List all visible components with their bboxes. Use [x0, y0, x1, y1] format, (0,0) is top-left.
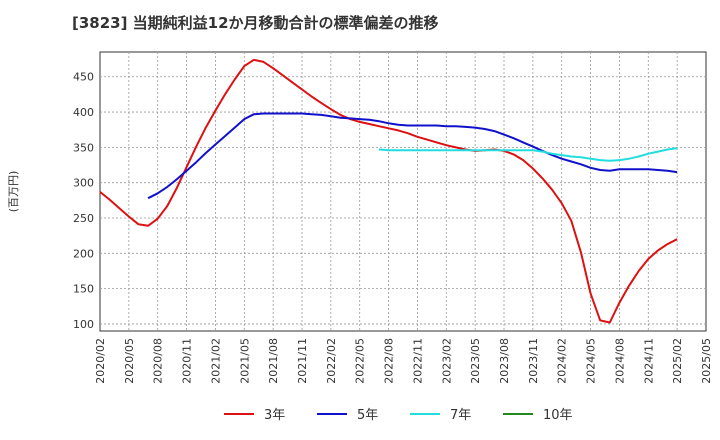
x-tick-label: 2023/05 — [469, 338, 482, 384]
x-tick-label: 2021/05 — [238, 338, 251, 384]
x-tick-label: 2022/08 — [383, 338, 396, 384]
series-line-3年 — [99, 58, 678, 324]
y-tick-label: 300 — [73, 177, 94, 190]
y-tick-label: 250 — [73, 212, 94, 225]
x-tick-label: 2022/05 — [354, 338, 367, 384]
x-tick-label: 2024/02 — [556, 338, 569, 384]
x-tick-label: 2021/08 — [267, 338, 280, 384]
x-tick-label: 2024/11 — [642, 338, 655, 384]
x-tick-label: 2020/02 — [94, 338, 107, 384]
x-tick-label: 2020/05 — [123, 338, 136, 384]
x-tick-label: 2023/08 — [498, 338, 511, 384]
y-tick-label: 450 — [73, 71, 94, 84]
legend-label: 10年 — [543, 408, 573, 423]
series-line-7年 — [378, 147, 678, 162]
y-tick-label: 150 — [73, 283, 94, 296]
plot-area — [99, 51, 707, 332]
x-tick-label: 2020/08 — [152, 338, 165, 384]
y-tick-label: 350 — [73, 141, 94, 154]
series-line-5年 — [147, 112, 678, 200]
x-tick-label: 2023/02 — [440, 338, 453, 384]
x-tick-label: 2021/02 — [209, 338, 222, 384]
x-tick-label: 2024/08 — [613, 338, 626, 384]
x-tick-label: 2020/11 — [181, 338, 194, 384]
x-tick-label: 2022/11 — [411, 338, 424, 384]
y-tick-label: 100 — [73, 318, 94, 331]
y-axis-label: (百万円) — [7, 171, 20, 213]
legend-label: 3年 — [264, 408, 285, 423]
x-tick-label: 2023/11 — [527, 338, 540, 384]
x-tick-label: 2025/02 — [671, 338, 684, 384]
y-tick-label: 200 — [73, 247, 94, 260]
chart-title: [3823] 当期純利益12か月移動合計の標準偏差の推移 — [72, 14, 439, 32]
x-tick-label: 2025/05 — [700, 338, 713, 384]
x-tick-label: 2022/02 — [325, 338, 338, 384]
legend-label: 5年 — [357, 408, 378, 423]
x-tick-label: 2021/11 — [296, 338, 309, 384]
legend-label: 7年 — [450, 408, 471, 423]
x-tick-label: 2024/05 — [585, 338, 598, 384]
y-tick-label: 400 — [73, 106, 94, 119]
